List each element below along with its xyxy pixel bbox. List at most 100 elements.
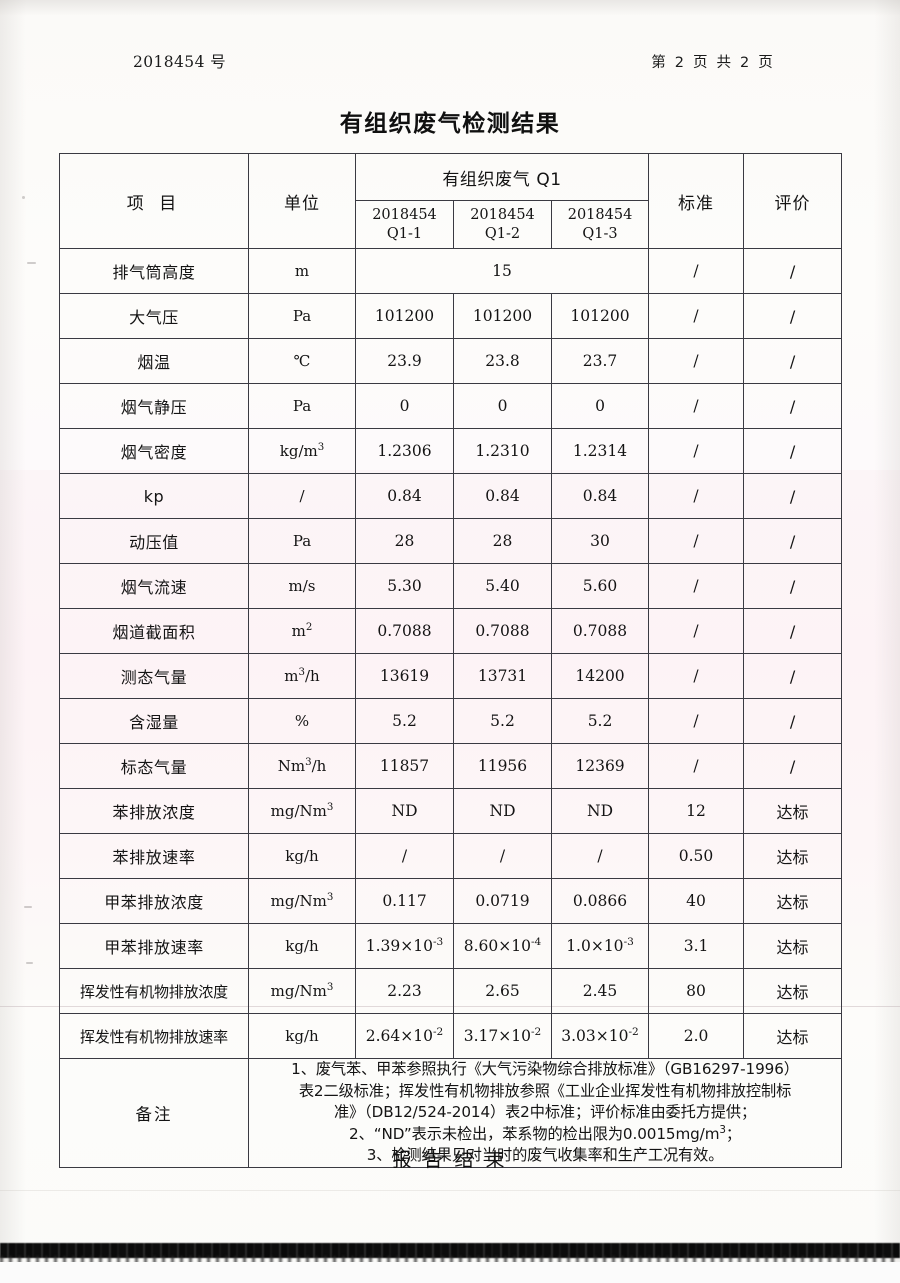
row-unit: % [248, 698, 356, 744]
table-row: 烟气密度 kg/m3 1.2306 1.2310 1.2314// [59, 428, 843, 474]
row-evaluation-value: / [743, 473, 843, 519]
row-evaluation-value: 达标 [743, 1013, 843, 1059]
row-item-name: 烟气静压 [59, 383, 249, 429]
row-unit: Pa [248, 293, 356, 339]
row-item-name: 苯排放浓度 [59, 788, 249, 834]
row-value-sample-1: 5.30 [355, 563, 454, 609]
scan-edge-shadow-right [874, 0, 900, 1283]
row-value-sample-2: / [453, 833, 552, 879]
row-value-sample-3: 1.0×10-3 [550, 923, 650, 969]
row-unit: Nm3/h [248, 743, 356, 789]
row-value-sample-1: ND [355, 788, 454, 834]
table-row: 挥发性有机物排放速率 kg/h 2.64×10-2 3.17×10-2 3.03×10-… [59, 1013, 843, 1059]
row-standard-value: 0.50 [648, 833, 745, 879]
table-row: kp/0.84 0.84 0.84// [59, 473, 843, 519]
row-value-sample-3: 3.03×10-2 [550, 1013, 650, 1059]
row-unit: kg/h [248, 923, 356, 969]
row-standard-value: / [648, 518, 745, 564]
table-row: 烟气静压 Pa 0 0 0// [59, 383, 843, 429]
row-standard-value: / [648, 383, 745, 429]
row-item-name: 挥发性有机物排放浓度 [59, 968, 249, 1014]
page-below-tear [0, 1262, 900, 1283]
row-value-sample-3: 101200 [550, 293, 650, 339]
emission-results-table: 项 目 单位 有组织废气 Q1 标准 评价 2018454 Q1-1 20184… [59, 153, 843, 1168]
column-header-unit: 单位 [248, 153, 356, 249]
sample-3-code: 2018454 [567, 206, 633, 223]
row-standard-value: 80 [648, 968, 745, 1014]
row-value-sample-3: 23.7 [550, 338, 650, 384]
table-row: 甲苯排放速率 kg/h 1.39×10-3 8.60×10-4 1.0×10-3 3.1 达… [59, 923, 843, 969]
table-row: 测态气量 m3/h 13619 13731 14200// [59, 653, 843, 699]
table-row: 烟气流速 m/s 5.30 5.40 5.60// [59, 563, 843, 609]
row-evaluation-value: / [743, 383, 843, 429]
row-value-sample-2: 11956 [453, 743, 552, 789]
row-evaluation-value: / [743, 338, 843, 384]
row-unit: m3/h [248, 653, 356, 699]
row-unit: mg/Nm3 [248, 878, 356, 924]
row-standard-value: / [648, 338, 745, 384]
row-value-sample-3: ND [550, 788, 650, 834]
remarks-line-1: 1、废气苯、甲苯参照执行《大气污染物综合排放标准》（GB16297-1996） [291, 1060, 799, 1078]
row-unit: kg/h [248, 1013, 356, 1059]
page-title: 有组织废气检测结果 [339, 111, 561, 137]
remarks-line-4: 2、“ND”表示未检出，苯系物的检出限为0.0015mg/m3； [349, 1123, 741, 1143]
row-unit: mg/Nm3 [248, 968, 356, 1014]
row-value-sample-1: 0.117 [355, 878, 454, 924]
row-value-sample-2: 1.2310 [453, 428, 552, 474]
row-item-name: 烟道截面积 [59, 608, 249, 654]
column-header-sample-1: 2018454 Q1-1 [355, 200, 454, 249]
row-evaluation-value: 达标 [743, 878, 843, 924]
row-value-sample-3: 0.84 [550, 473, 650, 519]
table-row: 挥发性有机物排放浓度 mg/Nm3 2.23 2.65 2.45 80 达标 [59, 968, 843, 1014]
remarks-line-3: 准》（DB12/524-2014）表2中标准；评价标准由委托方提供； [333, 1103, 757, 1122]
row-evaluation-value: 达标 [743, 833, 843, 879]
sample-1-id: Q1-1 [386, 225, 423, 242]
row-value-sample-1: 1.39×10-3 [355, 923, 454, 969]
row-unit: m/s [248, 563, 356, 609]
row-item-name: 烟温 [59, 338, 249, 384]
scan-speck [27, 262, 36, 264]
row-standard-value: 2.0 [648, 1013, 745, 1059]
row-value-sample-2: 0.0719 [453, 878, 552, 924]
row-item-name: 标态气量 [59, 743, 249, 789]
row-value-sample-3: 0.0866 [550, 878, 650, 924]
row-value-merged: 15 [354, 248, 650, 294]
table-row: 动压值 Pa 28 28 30// [59, 518, 843, 564]
table-row: 大气压 Pa 101200 101200 101200// [59, 293, 843, 339]
row-unit: kg/h [248, 833, 356, 879]
column-header-standard: 标准 [648, 153, 745, 249]
row-unit: m2 [248, 608, 356, 654]
row-value-sample-2: 3.17×10-2 [453, 1013, 552, 1059]
row-value-sample-1: 5.2 [355, 698, 454, 744]
row-unit: / [248, 473, 356, 519]
row-unit: Pa [248, 518, 356, 564]
row-value-sample-2: 23.8 [453, 338, 552, 384]
row-value-sample-2: 5.2 [453, 698, 552, 744]
row-unit: m [248, 248, 356, 294]
row-unit: ℃ [248, 338, 356, 384]
row-item-name: 动压值 [59, 518, 249, 564]
row-value-sample-2: ND [453, 788, 552, 834]
remarks-label: 备注 [59, 1058, 249, 1168]
row-value-sample-2: 0.84 [453, 473, 552, 519]
page-indicator: 第 2 页 共 2 页 [651, 55, 775, 71]
row-item-name: 烟气流速 [59, 563, 249, 609]
remarks-line-5: 3、检测结果只对当时的废气收集率和生产工况有效。 [366, 1146, 724, 1165]
scan-speck [26, 962, 33, 964]
row-value-sample-3: 14200 [550, 653, 650, 699]
page-tear-edge [0, 1243, 900, 1258]
row-item-name: 测态气量 [59, 653, 249, 699]
sample-1-code: 2018454 [372, 206, 437, 223]
row-standard-value: / [648, 248, 745, 294]
row-evaluation-value: 达标 [743, 968, 843, 1014]
sample-2-id: Q1-2 [484, 225, 521, 242]
row-value-sample-3: 0 [550, 383, 650, 429]
row-item-name: 含湿量 [59, 698, 249, 744]
row-evaluation-value: 达标 [743, 923, 843, 969]
row-evaluation-value: / [743, 518, 843, 564]
row-item-name: 排气筒高度 [59, 248, 249, 294]
row-item-name: 挥发性有机物排放速率 [59, 1013, 249, 1059]
row-evaluation-value: / [743, 248, 843, 294]
row-value-sample-1: 23.9 [355, 338, 454, 384]
